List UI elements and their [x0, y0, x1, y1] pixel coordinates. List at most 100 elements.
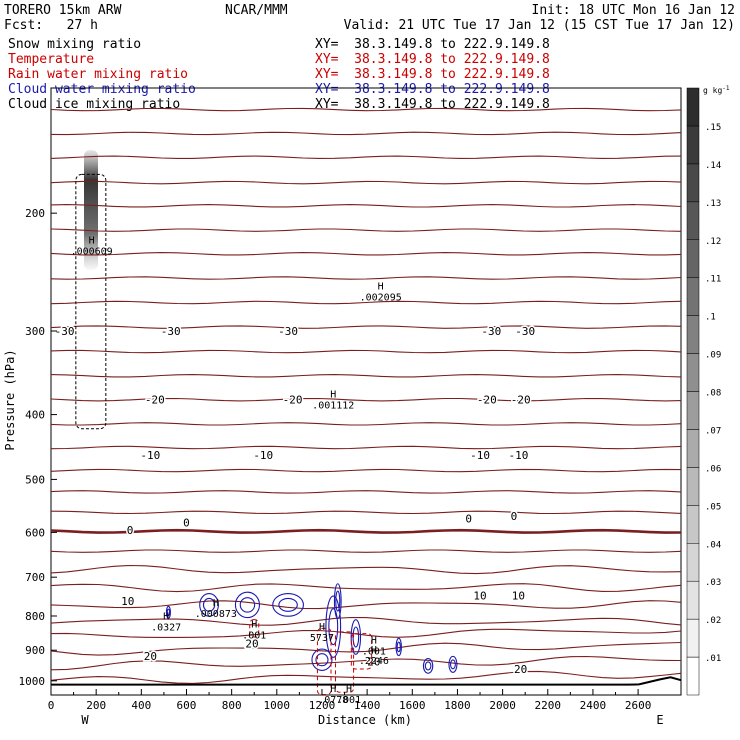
- y-tick-label: 800: [25, 610, 45, 623]
- temperature-contour-label: -20: [283, 394, 303, 407]
- temperature-contour-label: -10: [470, 449, 490, 462]
- x-axis-right-end: E: [656, 713, 663, 727]
- x-tick-label: 200: [86, 699, 106, 712]
- cloud-water-contour: [311, 648, 333, 671]
- y-tick-label: 500: [25, 473, 45, 486]
- isotherm-line: [50, 583, 682, 593]
- x-tick-label: 1400: [354, 699, 381, 712]
- colorbar-swatch: [686, 391, 700, 430]
- isotherm-line: [50, 616, 682, 626]
- x-tick-label: 400: [131, 699, 151, 712]
- isotherm-line: [50, 204, 682, 208]
- colorbar-swatch: [686, 656, 700, 696]
- field-name-snow: Snow mixing ratio: [8, 37, 141, 52]
- plot-area: [50, 87, 682, 696]
- colorbar-tick-label: .02: [705, 616, 721, 626]
- cloud-water-contour: [272, 592, 304, 617]
- field-xy-temperature: XY= 38.3.149.8 to 222.9.149.8: [315, 52, 550, 67]
- maximum-value-label: .001: [337, 695, 361, 706]
- x-tick-label: 2200: [535, 699, 562, 712]
- isotherm-line: [50, 131, 682, 136]
- maximum-value-label: .001: [242, 630, 266, 641]
- isotherm-line: [50, 490, 682, 494]
- y-tick-label: 1000: [19, 675, 46, 688]
- x-axis-left-end: W: [81, 713, 89, 727]
- colorbar-swatch: [686, 239, 700, 278]
- temperature-contour-label: -20: [477, 394, 497, 407]
- temperature-contour-label: 0: [465, 513, 472, 526]
- temperature-contour-label: -30: [55, 325, 75, 338]
- x-tick-label: 1600: [399, 699, 426, 712]
- maximum-marker: H: [371, 636, 377, 647]
- isotherm-line: [50, 300, 682, 305]
- maximum-marker: H: [378, 281, 384, 292]
- field-xy-rain: XY= 38.3.149.8 to 222.9.149.8: [315, 67, 550, 82]
- cloud-water-contour: [449, 659, 456, 670]
- colorbar-swatch: [686, 87, 700, 127]
- field-name-cloud-ice: Cloud ice mixing ratio: [8, 97, 180, 112]
- temperature-contour-label: -10: [140, 449, 160, 462]
- isotherm-line: [50, 655, 682, 671]
- contour-layer: -30 -30 -30 -30 -30 -20 -20 -20 -20 -10 -10 -10 -10 0…: [50, 107, 682, 706]
- colorbar-swatch: [686, 163, 700, 203]
- cloud-water-contour: [448, 655, 458, 673]
- maximum-value-label: .000873: [195, 609, 237, 620]
- snow-column: [84, 150, 98, 270]
- cloud-water-contour: [333, 583, 342, 619]
- colorbar-tick-label: .11: [705, 275, 721, 285]
- colorbar: .01 .02 .03 .04 .05 .06 .07 .08 .09 .1 .11 .12 .13 .1…: [686, 87, 721, 696]
- maximum-value-label: 5737: [310, 633, 334, 644]
- colorbar-tick-label: .08: [705, 389, 721, 399]
- maximum-value-label: .2246: [359, 656, 389, 667]
- temperature-contour-label: 20: [245, 638, 258, 651]
- cloud-water-contour: [239, 597, 256, 613]
- terrain-line: [51, 676, 682, 686]
- field-name-temperature: Temperature: [8, 52, 94, 67]
- temperature-contour-label: 20: [367, 655, 380, 668]
- isotherm-line: [50, 252, 682, 256]
- isotherm-line: [50, 628, 682, 638]
- cloud-water-contour: [315, 653, 329, 667]
- isotherm-line: [50, 374, 682, 378]
- colorbar-tick-label: .06: [705, 464, 721, 474]
- colorbar-tick-label: .13: [705, 199, 721, 209]
- colorbar-tick-label: .01: [705, 654, 721, 664]
- cloud-water-contour: [234, 591, 261, 619]
- y-tick-label: 600: [25, 526, 45, 539]
- temperature-contour-label: 10: [512, 589, 525, 602]
- x-tick-label: 1000: [264, 699, 291, 712]
- x-axis-title: Distance (km): [318, 713, 412, 727]
- cloud-water-contour: [278, 597, 298, 612]
- isotherm-line: [50, 107, 682, 112]
- cloud-water-contour: [422, 658, 434, 674]
- colorbar-tick-label: .14: [705, 161, 721, 171]
- maximum-value-label: .0327: [151, 623, 181, 634]
- isotherm-line: [50, 670, 682, 684]
- temperature-contour-label: -10: [253, 449, 273, 462]
- isotherm-line: [50, 325, 682, 329]
- maximum-marker: H: [330, 389, 336, 400]
- y-tick-label: 200: [25, 207, 45, 220]
- maximum-value-label: .000609: [71, 246, 113, 257]
- cloud-water-contour: [395, 637, 402, 657]
- temperature-contour-label: 0: [127, 524, 134, 537]
- colorbar-tick-label: .05: [705, 502, 721, 512]
- temperature-contour-label: 10: [473, 589, 486, 602]
- y-axis-title: Pressure (hPa): [3, 349, 17, 450]
- colorbar-swatch: [686, 315, 700, 354]
- temperature-contour-label: -30: [278, 325, 298, 338]
- temperature-contour-label: -30: [481, 325, 501, 338]
- cloud-water-contour: [325, 595, 342, 658]
- y-tick-label: 900: [25, 644, 45, 657]
- temperature-contour-label: -30: [515, 325, 535, 338]
- cloud-water-contour: [396, 641, 401, 653]
- maximum-marker: H: [330, 684, 336, 695]
- maximum-marker: H: [346, 684, 352, 695]
- colorbar-tick-label: .03: [705, 578, 721, 588]
- field-xy-snow: XY= 38.3.149.8 to 222.9.149.8: [315, 37, 550, 52]
- isotherm-line: [50, 155, 682, 159]
- maximum-marker: H: [163, 612, 169, 623]
- cloud-water-contour: [352, 626, 360, 648]
- valid-time: Valid: 21 UTC Tue 17 Jan 12 (15 CST Tue …: [344, 18, 735, 33]
- y-tick-label: 400: [25, 409, 45, 422]
